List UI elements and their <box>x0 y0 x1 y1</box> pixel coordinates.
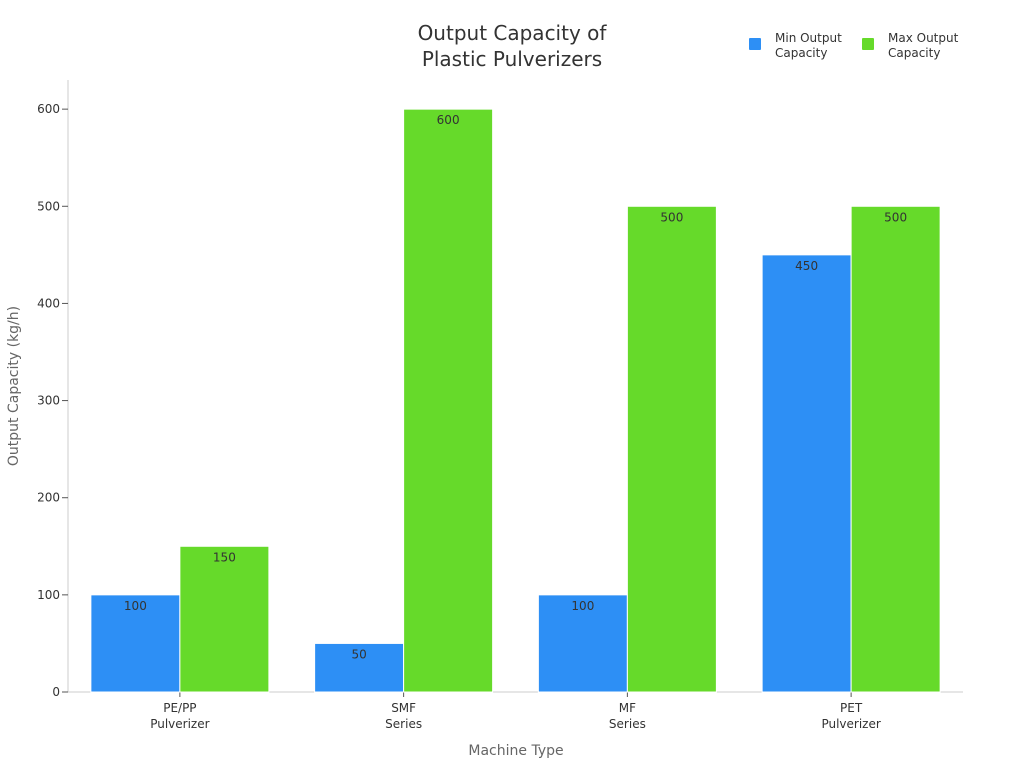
data-labels: 100 150 50 600 100 500 450 500 <box>124 113 907 661</box>
x-tick-label-line-1: PE/PP <box>163 701 196 715</box>
x-tick-label-line-1: MF <box>619 701 636 715</box>
y-axis-ticks: 0 100 200 300 400 500 600 <box>37 102 68 699</box>
data-label-min-output: 100 <box>124 599 147 613</box>
data-label-max-output: 500 <box>660 210 683 224</box>
bar-max-output <box>179 545 270 693</box>
bar-min-output <box>537 594 628 693</box>
chart-title: Output Capacity of Plastic Pulverizers <box>418 21 608 71</box>
bar-max-output <box>626 205 717 693</box>
legend-label-min-output-line-2: Capacity <box>775 46 827 60</box>
x-tick-label-line-1: PET <box>840 701 863 715</box>
legend: Min Output Capacity Max Output Capacity <box>749 31 959 60</box>
x-tick-label-line-2: Series <box>609 717 646 731</box>
data-label-min-output: 50 <box>351 647 366 661</box>
data-label-max-output: 150 <box>213 550 236 564</box>
y-tick-label: 300 <box>37 394 60 408</box>
chart-title-line-2: Plastic Pulverizers <box>422 47 602 71</box>
data-label-min-output: 450 <box>795 259 818 273</box>
y-tick-label: 200 <box>37 491 60 505</box>
data-label-max-output: 600 <box>437 113 460 127</box>
x-axis-title: Machine Type <box>468 743 563 759</box>
y-axis-title: Output Capacity (kg/h) <box>6 306 22 466</box>
data-label-max-output: 500 <box>884 210 907 224</box>
legend-label-min-output-line-1: Min Output <box>775 31 842 45</box>
bars <box>90 108 941 693</box>
y-tick-label: 400 <box>37 296 60 310</box>
legend-swatch-min-output <box>749 38 761 50</box>
y-tick-label: 0 <box>52 685 60 699</box>
x-tick-label-line-2: Series <box>385 717 422 731</box>
data-label-min-output: 100 <box>571 599 594 613</box>
y-tick-label: 500 <box>37 199 60 213</box>
bar-min-output <box>314 642 405 693</box>
bar-min-output <box>761 254 852 693</box>
chart-title-line-1: Output Capacity of <box>418 21 608 45</box>
y-tick-label: 600 <box>37 102 60 116</box>
y-tick-label: 100 <box>37 588 60 602</box>
legend-swatch-max-output <box>862 38 874 50</box>
x-axis-ticks: PE/PP Pulverizer SMF Series MF Series PET Pulve… <box>150 692 881 731</box>
bar-min-output <box>90 594 181 693</box>
x-tick-label-line-2: Pulverizer <box>821 717 880 731</box>
legend-label-max-output-line-2: Capacity <box>888 46 940 60</box>
bar-max-output <box>850 205 941 693</box>
x-tick-label-line-2: Pulverizer <box>150 717 209 731</box>
bar-max-output <box>403 108 494 693</box>
legend-label-max-output-line-1: Max Output <box>888 31 959 45</box>
x-tick-label-line-1: SMF <box>391 701 416 715</box>
